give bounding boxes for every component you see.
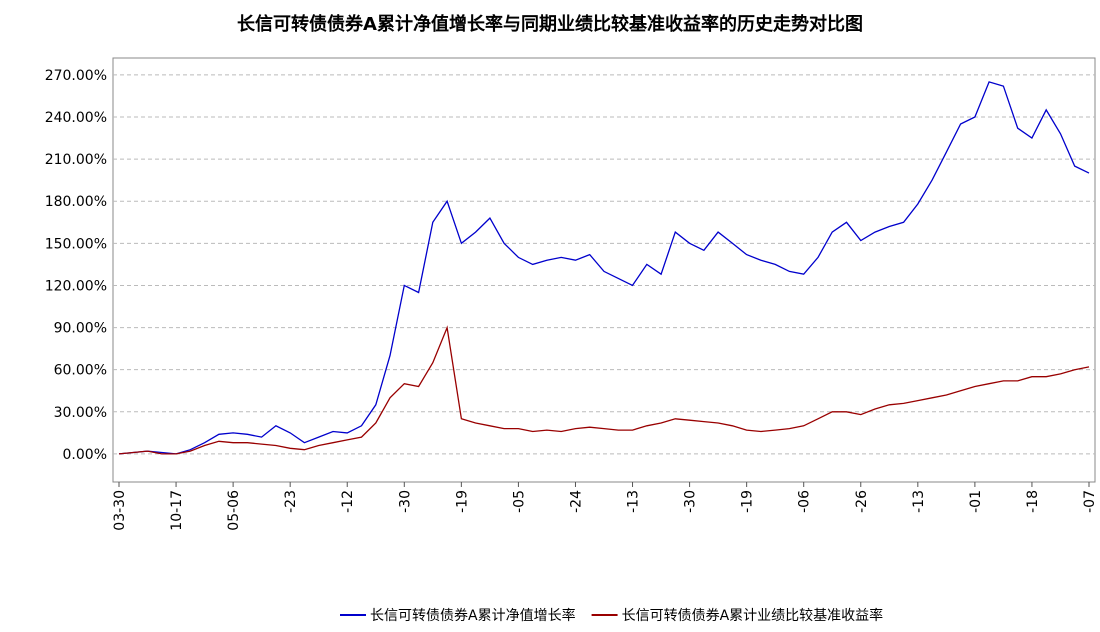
x-tick-label: -30	[683, 490, 699, 513]
y-tick-label: 270.00%	[45, 68, 107, 84]
y-tick-label: 120.00%	[45, 278, 107, 294]
y-tick-label: 30.00%	[54, 405, 107, 421]
x-tick-label: 10-17	[169, 490, 185, 531]
x-tick-label: -01	[968, 490, 984, 513]
x-tick-label: -18	[1025, 490, 1041, 513]
x-tick-label: -06	[797, 490, 813, 513]
legend-label: 长信可转债债券A累计净值增长率	[370, 607, 576, 624]
y-tick-label: 240.00%	[45, 110, 107, 126]
x-tick-label: -26	[854, 490, 870, 513]
x-tick-label: -24	[568, 490, 584, 513]
x-tick-label: -05	[511, 490, 527, 513]
y-tick-label: 0.00%	[63, 447, 107, 463]
chart-title: 长信可转债债券A累计净值增长率与同期业绩比较基准收益率的历史走势对比图	[237, 13, 863, 35]
x-tick-label: -19	[454, 490, 470, 513]
x-tick-label: 03-30	[112, 490, 128, 531]
x-tick-label: -13	[911, 490, 927, 513]
y-tick-label: 90.00%	[54, 321, 107, 337]
x-tick-label: -30	[397, 490, 413, 513]
series-line	[118, 81, 1090, 455]
plot-frame	[112, 57, 1096, 483]
x-tick-label: -19	[740, 490, 756, 513]
legend-label: 长信可转债债券A累计业绩比较基准收益率	[622, 607, 884, 624]
y-tick-label: 60.00%	[54, 363, 107, 379]
y-tick-label: 180.00%	[45, 194, 107, 210]
series-line	[118, 325, 1090, 455]
y-tick-label: 210.00%	[45, 152, 107, 168]
y-tick-label: 150.00%	[45, 236, 107, 252]
x-tick-label: -13	[626, 490, 642, 513]
x-tick-label: -23	[283, 490, 299, 513]
x-tick-label: -07	[1082, 490, 1098, 513]
x-tick-label: -12	[340, 490, 356, 513]
x-tick-label: 05-06	[226, 490, 242, 531]
